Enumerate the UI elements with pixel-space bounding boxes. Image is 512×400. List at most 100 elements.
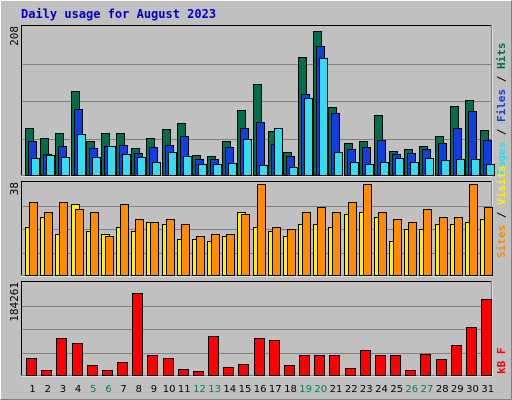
sites-bar	[439, 217, 448, 276]
kb-bar	[26, 358, 37, 376]
pages-bar	[168, 152, 177, 176]
x-tick-label: 17	[269, 384, 282, 395]
pages-bar	[31, 158, 40, 176]
sites-bar	[135, 219, 144, 276]
pages-bar	[334, 152, 343, 176]
pages-bar	[350, 162, 359, 176]
x-tick-label: 23	[360, 384, 373, 395]
x-tick-label: 3	[60, 384, 66, 395]
pages-bar	[137, 157, 146, 176]
sites-bar	[363, 184, 372, 276]
middle-legend-text: Sites / Visits	[495, 165, 508, 258]
sites-bar	[211, 234, 220, 276]
pages-bar	[107, 146, 116, 176]
pages-bar	[243, 139, 252, 176]
bottom-ymax-label: 184261	[8, 282, 21, 322]
pages-bar	[152, 162, 161, 176]
sites-bar	[287, 229, 296, 276]
kb-bar	[314, 355, 325, 376]
sites-bar	[105, 236, 114, 276]
middle-ymax-label: 38	[8, 182, 21, 195]
middle-legend: Sites / Visits	[495, 165, 508, 258]
kb-bar	[178, 369, 189, 376]
x-tick-label: 29	[451, 384, 464, 395]
x-tick-label: 21	[330, 384, 343, 395]
x-tick-label: 31	[481, 384, 494, 395]
sites-bar	[454, 217, 463, 276]
kb-bar	[208, 336, 219, 376]
kb-bar	[405, 370, 416, 376]
panel-top: 208 Pages / Files / Hits	[8, 25, 508, 177]
x-tick-label: 25	[390, 384, 403, 395]
kb-bar	[72, 343, 83, 376]
sites-bar	[90, 212, 99, 276]
x-tick-label: 9	[151, 384, 157, 395]
x-tick-label: 5	[90, 384, 96, 395]
top-bars	[25, 31, 495, 176]
kb-bar	[193, 371, 204, 376]
pages-bar	[61, 157, 70, 176]
x-tick-label: 12	[193, 384, 206, 395]
x-tick-label: 13	[208, 384, 221, 395]
x-tick-label: 28	[436, 384, 449, 395]
panel-bottom: 184261 kB F	[8, 281, 508, 377]
x-tick-label: 22	[345, 384, 358, 395]
kb-bar	[345, 368, 356, 376]
kb-bar	[87, 365, 98, 376]
top-ymax-label: 208	[8, 26, 21, 46]
sites-bar	[150, 222, 159, 276]
sites-bar	[29, 202, 38, 276]
pages-bar	[319, 58, 328, 176]
legend-hits: Hits	[495, 43, 508, 70]
legend-files: Files	[495, 89, 508, 122]
pages-bar	[365, 164, 374, 176]
pages-bar	[289, 167, 298, 176]
sites-bar	[241, 214, 250, 276]
sites-bar	[44, 212, 53, 276]
sites-bar	[226, 234, 235, 276]
kb-bar	[163, 358, 174, 376]
x-tick-label: 15	[239, 384, 252, 395]
pages-bar	[486, 164, 495, 176]
bottom-legend-text: kB F	[495, 348, 508, 375]
pages-bar	[456, 159, 465, 176]
kb-bar	[41, 370, 52, 376]
kb-bar	[375, 355, 386, 376]
x-tick-label: 14	[223, 384, 236, 395]
kb-bar	[420, 354, 431, 376]
pages-bar	[410, 162, 419, 176]
pages-bar	[441, 160, 450, 176]
sites-bar	[378, 212, 387, 276]
sites-bar	[484, 207, 493, 276]
kb-bar	[360, 350, 371, 376]
x-tick-label: 7	[120, 384, 126, 395]
bottom-legend: kB F	[495, 348, 508, 375]
pages-bar	[213, 164, 222, 176]
sites-bar	[272, 227, 281, 276]
x-tick-label: 18	[284, 384, 297, 395]
sites-bar	[257, 184, 266, 276]
sites-bar	[75, 209, 84, 276]
pages-bar	[304, 98, 313, 176]
pages-bar	[198, 164, 207, 176]
x-tick-label: 8	[136, 384, 142, 395]
sites-bar	[59, 202, 68, 276]
legend-visits: Visits	[495, 165, 508, 205]
x-axis-labels: 1 2 3 4 5 6 7 8 9 10 11 12 13 14 15 16 17 18 19 20 21 22 23 24 2…	[29, 384, 494, 395]
x-tick-label: 11	[178, 384, 191, 395]
sites-bar	[166, 219, 175, 276]
kb-bar	[254, 338, 265, 376]
x-tick-label: 1	[29, 384, 35, 395]
sites-bar	[393, 219, 402, 276]
kb-bar	[132, 293, 143, 376]
x-tick-label: 10	[163, 384, 176, 395]
pages-bar	[395, 158, 404, 176]
sites-bar	[469, 184, 478, 276]
legend-sep: /	[495, 205, 508, 225]
pages-bar	[274, 128, 283, 176]
pages-bar	[183, 156, 192, 176]
x-tick-label: 2	[45, 384, 51, 395]
kb-bar	[269, 340, 280, 376]
kb-bar	[481, 299, 492, 376]
